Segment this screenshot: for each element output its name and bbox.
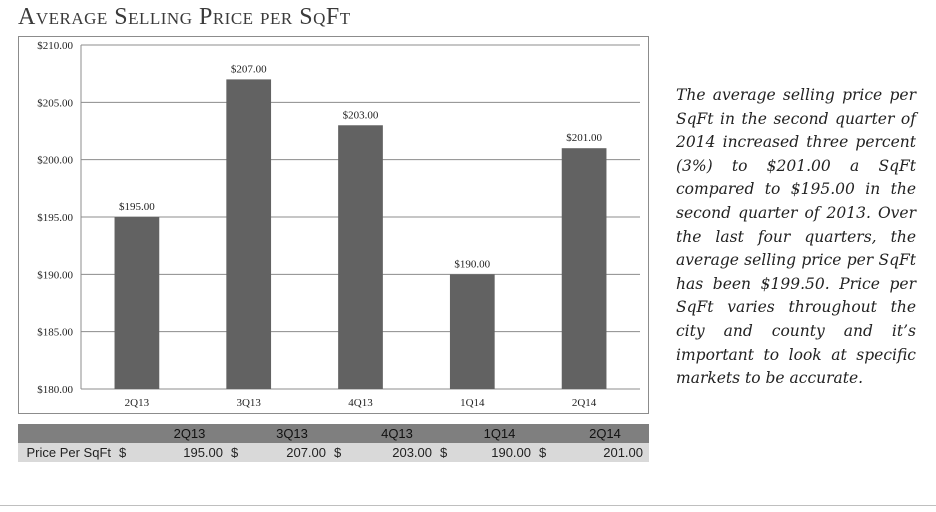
bar-chart: $180.00 $185.00 $190.00 $195.00 $200.00 $205.… [18, 36, 649, 414]
bar [449, 274, 495, 389]
value-cell: 201.00 [561, 443, 649, 462]
table-header-cell: 3Q13 [252, 424, 332, 443]
data-label: $195.00 [119, 201, 155, 213]
table-header-cell: 2Q14 [561, 424, 649, 443]
table-header-cell [18, 424, 117, 443]
bottom-divider [0, 505, 936, 506]
y-tick-label: $190.00 [37, 269, 73, 281]
y-tick-label: $180.00 [37, 384, 73, 396]
currency-symbol: $ [229, 443, 252, 462]
value-cell: 190.00 [462, 443, 537, 462]
table-header-cell [229, 424, 252, 443]
x-tick-label: 3Q13 [236, 397, 261, 409]
y-tick-label: $210.00 [37, 40, 73, 52]
table-header-cell [117, 424, 150, 443]
y-tick-label: $200.00 [37, 155, 73, 167]
bar [561, 148, 607, 389]
table-row: Price Per SqFt $ 195.00 $ 207.00 $ 203.0… [18, 443, 649, 462]
table-header-cell: 2Q13 [150, 424, 229, 443]
y-tick-label: $185.00 [37, 327, 73, 339]
currency-symbol: $ [438, 443, 462, 462]
data-label: $203.00 [343, 109, 379, 121]
currency-symbol: $ [117, 443, 150, 462]
data-label: $207.00 [231, 63, 267, 75]
data-label: $201.00 [566, 132, 602, 144]
table-header-cell: 1Q14 [462, 424, 537, 443]
currency-symbol: $ [332, 443, 356, 462]
x-tick-label: 2Q13 [125, 397, 150, 409]
data-label: $190.00 [454, 258, 490, 270]
value-cell: 207.00 [252, 443, 332, 462]
y-tick-label: $205.00 [37, 97, 73, 109]
value-cell: 203.00 [356, 443, 438, 462]
currency-symbol: $ [537, 443, 561, 462]
table-header-cell [332, 424, 356, 443]
bar [114, 217, 160, 389]
bar [338, 125, 383, 390]
value-cell: 195.00 [150, 443, 229, 462]
x-tick-label: 1Q14 [460, 397, 485, 409]
x-tick-label: 4Q13 [348, 397, 373, 409]
y-tick-label: $195.00 [37, 212, 73, 224]
commentary-text: The average selling price per SqFt in th… [676, 86, 916, 388]
chart-svg: $180.00 $185.00 $190.00 $195.00 $200.00 $205.… [37, 40, 640, 409]
table-header-cell [438, 424, 462, 443]
table-header-cell [537, 424, 561, 443]
table-header-row: 2Q13 3Q13 4Q13 1Q14 2Q14 [18, 424, 649, 443]
price-data-table: 2Q13 3Q13 4Q13 1Q14 2Q14 Price Per SqFt … [18, 424, 649, 462]
row-label: Price Per SqFt [18, 443, 117, 462]
table-header-cell: 4Q13 [356, 424, 438, 443]
x-tick-label: 2Q14 [572, 397, 597, 409]
page-title: Average Selling Price per SqFt [18, 4, 351, 30]
bar [226, 79, 272, 390]
